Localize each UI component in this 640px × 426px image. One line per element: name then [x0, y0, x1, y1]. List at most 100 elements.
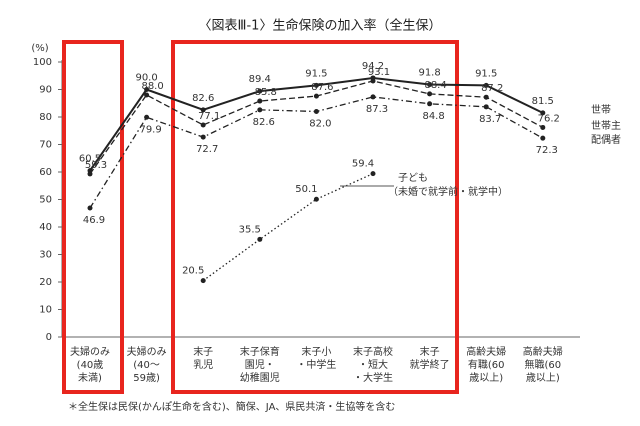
y-tick-label: 30 [39, 250, 52, 261]
marker [427, 82, 433, 88]
marker [257, 236, 263, 242]
highlight-box [62, 40, 124, 394]
marker [144, 114, 150, 120]
x-tick-label: (40歳 [77, 359, 104, 371]
data-label: 59.3 [85, 160, 107, 171]
x-tick-label: 末子 [420, 345, 440, 358]
data-label: 89.4 [249, 74, 271, 85]
data-label: 91.8 [418, 68, 440, 79]
marker [200, 134, 206, 140]
y-tick-label: 80 [39, 112, 52, 123]
data-label: 59.4 [352, 159, 374, 170]
data-label: 77.1 [198, 111, 220, 122]
data-label: 88.4 [424, 80, 446, 91]
data-label: 94.2 [362, 61, 384, 72]
footnote: ＊全生保は民保(かんぽ生命を含む)、簡保、JA、県民共済・生協等を含む [68, 400, 395, 413]
y-tick-label: 40 [39, 222, 52, 233]
x-tick-label: 歳以上) [526, 372, 560, 384]
marker [540, 124, 546, 130]
legend-label: 世帯 [591, 103, 611, 116]
data-label: 88.0 [141, 81, 163, 92]
data-label: 60.5 [79, 154, 101, 165]
y-axis-label: (%) [31, 43, 48, 54]
x-tick-label: 末子 [193, 345, 213, 358]
legend-note: （未婚で就学前・就学中） [388, 185, 508, 198]
marker [200, 278, 206, 284]
x-tick-label: 末子小 [301, 345, 331, 358]
x-tick-label: (40～ [133, 360, 160, 371]
data-label: 87.3 [366, 104, 388, 115]
data-label: 85.8 [255, 87, 277, 98]
marker [370, 78, 376, 84]
data-label: 35.5 [239, 224, 261, 235]
marker [370, 94, 376, 100]
marker [313, 82, 319, 88]
marker [87, 171, 93, 177]
x-tick-label: 末子保育 [240, 345, 280, 358]
marker [427, 91, 433, 97]
data-label: 72.3 [536, 145, 558, 156]
data-label: 82.6 [192, 93, 214, 104]
x-tick-label: 歳以上) [469, 372, 503, 384]
legend-label: 世帯主 [591, 119, 621, 132]
data-label: 84.8 [422, 111, 444, 122]
marker [257, 88, 263, 94]
y-tick-label: 100 [33, 57, 52, 68]
legend-label: 配偶者 [591, 133, 621, 146]
marker [540, 135, 546, 141]
marker [313, 196, 319, 202]
data-label: 79.9 [139, 124, 161, 135]
y-tick-label: 20 [39, 277, 52, 288]
data-label: 46.9 [83, 215, 105, 226]
marker [370, 171, 376, 177]
x-tick-label: 未満) [78, 372, 102, 384]
x-tick-label: ・中学生 [296, 358, 336, 371]
x-tick-label: 就学終了 [410, 358, 450, 371]
marker [427, 101, 433, 107]
x-tick-label: 無職(60 [524, 358, 561, 371]
marker [87, 205, 93, 211]
data-label: 93.1 [368, 67, 390, 78]
y-tick-label: 50 [39, 195, 52, 206]
marker [200, 122, 206, 128]
x-tick-label: 園児・ [245, 359, 275, 371]
data-label: 87.6 [311, 82, 333, 93]
x-tick-label: 有職(60 [468, 358, 505, 371]
x-tick-label: 59歳) [133, 372, 160, 384]
y-tick-label: 0 [46, 332, 52, 343]
x-tick-label: ・短大 [358, 358, 388, 371]
marker [200, 107, 206, 113]
data-label: 91.5 [305, 68, 327, 79]
data-label: 82.0 [309, 119, 331, 130]
marker [483, 82, 489, 88]
marker [313, 109, 319, 114]
data-label: 83.7 [479, 114, 501, 125]
data-label: 90.0 [135, 73, 157, 84]
x-tick-label: 夫婦のみ [127, 346, 167, 358]
y-tick-label: 70 [39, 140, 52, 151]
marker [144, 92, 150, 98]
y-tick-label: 90 [39, 85, 52, 96]
data-label: 76.2 [538, 113, 560, 124]
marker [540, 110, 546, 116]
y-tick-label: 10 [39, 305, 52, 316]
x-tick-label: ・大学生 [353, 371, 393, 384]
marker [483, 94, 489, 100]
series-line [202, 173, 374, 282]
data-label: 72.7 [196, 144, 218, 155]
data-label: 87.2 [481, 83, 503, 94]
y-tick-label: 60 [39, 167, 52, 178]
marker [144, 87, 150, 92]
x-tick-label: 幼稚園児 [240, 371, 280, 384]
x-tick-label: 夫婦のみ [70, 346, 110, 358]
x-tick-label: 高齢夫婦 [466, 345, 506, 358]
x-tick-label: 高齢夫婦 [523, 345, 563, 358]
x-tick-label: 乳児 [193, 358, 213, 371]
data-label: 91.5 [475, 68, 497, 79]
marker [313, 93, 319, 99]
chart-title: 〈図表Ⅲ-1〉生命保険の加入率（全生保） [199, 18, 442, 34]
data-label: 82.6 [253, 117, 275, 128]
x-tick-label: 末子高校 [353, 345, 393, 358]
marker [483, 104, 489, 110]
